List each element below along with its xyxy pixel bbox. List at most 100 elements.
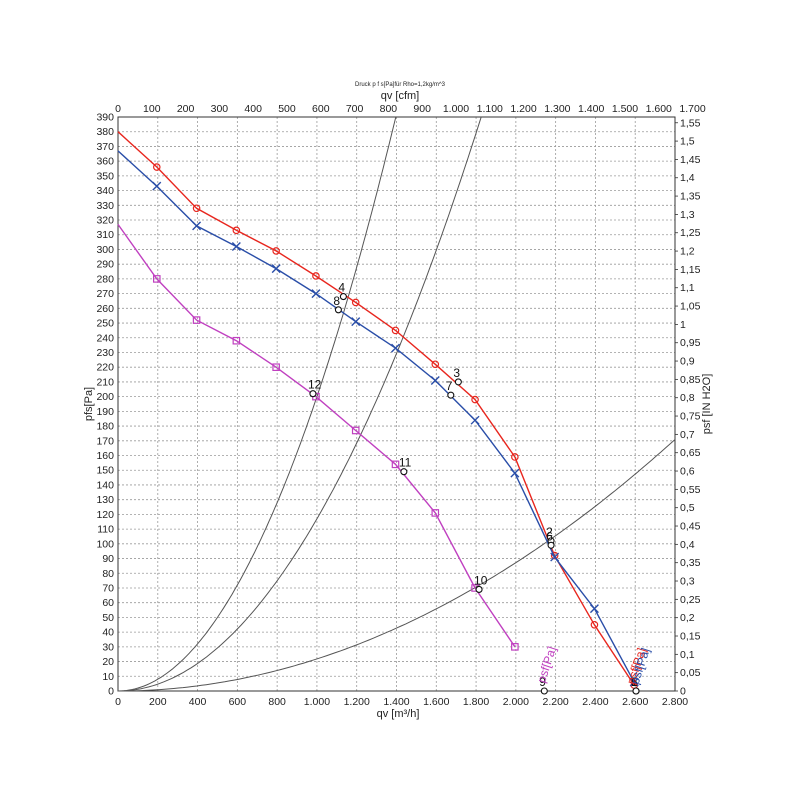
y-tick-label-left: 260 xyxy=(96,303,114,315)
y-tick-label-right: 0,75 xyxy=(680,411,701,423)
y-tick-label-right: 0,55 xyxy=(680,484,701,496)
x-tick-label-top: 1.700 xyxy=(679,103,705,115)
system-curve-1 xyxy=(117,116,397,692)
x-tick-label-bottom: 200 xyxy=(149,696,167,708)
y-tick-label-left: 340 xyxy=(96,185,114,197)
y-tick-label-left: 180 xyxy=(96,421,114,433)
x-tick-label-bottom: 2.800 xyxy=(662,696,688,708)
y-tick-label-left: 80 xyxy=(102,568,114,580)
y-tick-label-left: 0 xyxy=(108,686,114,698)
x-tick-label-top: 1.200 xyxy=(510,103,536,115)
data-point xyxy=(511,453,519,461)
operating-point-12 xyxy=(309,390,317,398)
x-tick-label-bottom: 1.400 xyxy=(383,696,409,708)
y-tick-label-right: 0,9 xyxy=(680,356,695,368)
y-tick-label-right: 0,6 xyxy=(680,466,695,478)
system-curves xyxy=(117,116,676,692)
y-tick-label-right: 0,5 xyxy=(680,502,695,514)
y-tick-label-left: 150 xyxy=(96,465,114,477)
data-point xyxy=(351,298,360,307)
x-tick-label-bottom: 2.600 xyxy=(622,696,648,708)
x-tick-label-top: 200 xyxy=(177,103,195,115)
y-tick-label-left: 190 xyxy=(96,406,114,418)
operating-point-label-12: 12 xyxy=(308,378,322,392)
data-point xyxy=(391,343,400,353)
data-point xyxy=(511,643,519,651)
y-tick-label-right: 0,05 xyxy=(680,667,701,679)
x-tick-label-bottom: 800 xyxy=(268,696,286,708)
y-tick-label-left: 290 xyxy=(96,259,114,271)
y-tick-label-left: 250 xyxy=(96,318,114,330)
y-tick-label-left: 330 xyxy=(96,200,114,212)
y-tick-label-left: 170 xyxy=(96,435,114,447)
y-tick-label-right: 1,5 xyxy=(680,136,695,148)
y-tick-label-left: 90 xyxy=(102,553,114,565)
y-tick-label-right: 1,2 xyxy=(680,246,695,258)
y-tick-label-right: 1,15 xyxy=(680,264,701,276)
y-tick-label-right: 1,45 xyxy=(680,154,701,166)
y-tick-label-left: 20 xyxy=(102,656,114,668)
x-tick-label-top: 900 xyxy=(413,103,431,115)
data-point xyxy=(471,395,479,404)
y-tick-label-left: 280 xyxy=(96,273,114,285)
x-axis-bottom-title: qv [m³/h] xyxy=(377,708,420,720)
data-point xyxy=(351,317,361,327)
y-tick-label-right: 0,4 xyxy=(680,539,695,551)
y-tick-label-left: 310 xyxy=(96,229,114,241)
y-tick-label-left: 100 xyxy=(96,538,114,550)
data-point xyxy=(430,375,440,385)
y-tick-label-left: 370 xyxy=(96,141,114,153)
data-point xyxy=(510,468,520,478)
y-tick-label-right: 0 xyxy=(680,686,686,698)
y-tick-label-left: 240 xyxy=(96,332,114,344)
operating-point-11 xyxy=(400,468,408,476)
y-tick-label-left: 30 xyxy=(102,641,114,653)
y-tick-label-left: 350 xyxy=(96,170,114,182)
y-tick-label-left: 390 xyxy=(96,112,114,124)
y-axis-left-title: pfs[Pa] xyxy=(83,387,95,421)
x-tick-label-top: 1.500 xyxy=(612,103,638,115)
y-tick-label-left: 200 xyxy=(96,391,114,403)
data-point xyxy=(272,363,280,372)
x-tick-label-top: 1.600 xyxy=(646,103,672,115)
x-tick-label-top: 1.300 xyxy=(544,103,570,115)
y-tick-label-left: 210 xyxy=(96,376,114,388)
y-tick-label-right: 0,95 xyxy=(680,337,701,349)
y-tick-label-left: 230 xyxy=(96,347,114,359)
series-3 xyxy=(117,223,519,651)
operating-point-label-1: 1 xyxy=(631,675,638,689)
data-point xyxy=(312,272,320,280)
data-point xyxy=(152,275,161,283)
operating-point-3 xyxy=(454,378,462,386)
y-tick-label-left: 220 xyxy=(96,362,114,374)
x-tick-label-bottom: 400 xyxy=(189,696,207,708)
series-2 xyxy=(117,150,639,687)
x-tick-label-top: 100 xyxy=(143,103,161,115)
x-tick-label-top: 400 xyxy=(244,103,262,115)
operating-point-10 xyxy=(475,585,483,593)
y-tick-label-right: 1,05 xyxy=(680,301,701,313)
x-tick-label-top: 0 xyxy=(115,103,121,115)
x-tick-label-bottom: 1.600 xyxy=(423,696,449,708)
y-tick-label-left: 380 xyxy=(96,126,114,138)
y-tick-label-right: 0,7 xyxy=(680,429,695,441)
y-axis-right-title: psf [IN H2O] xyxy=(701,374,713,435)
system-curve-3 xyxy=(118,439,676,692)
data-point xyxy=(431,509,440,517)
y-tick-label-right: 0,25 xyxy=(680,594,701,606)
data-point xyxy=(629,677,639,687)
y-tick-label-right: 1,55 xyxy=(680,117,701,129)
data-point xyxy=(192,204,201,213)
x-tick-label-bottom: 2.200 xyxy=(543,696,569,708)
y-tick-label-right: 0,3 xyxy=(680,576,695,588)
y-tick-label-left: 140 xyxy=(96,479,114,491)
x-tick-label-bottom: 2.000 xyxy=(503,696,529,708)
operating-point-8 xyxy=(334,306,342,314)
operating-point-label-3: 3 xyxy=(453,366,460,380)
y-tick-label-right: 0,85 xyxy=(680,374,701,386)
y-tick-label-left: 40 xyxy=(102,627,114,639)
x-tick-label-top: 500 xyxy=(278,103,296,115)
y-tick-label-right: 1,25 xyxy=(680,227,701,239)
y-tick-label-left: 50 xyxy=(102,612,114,624)
